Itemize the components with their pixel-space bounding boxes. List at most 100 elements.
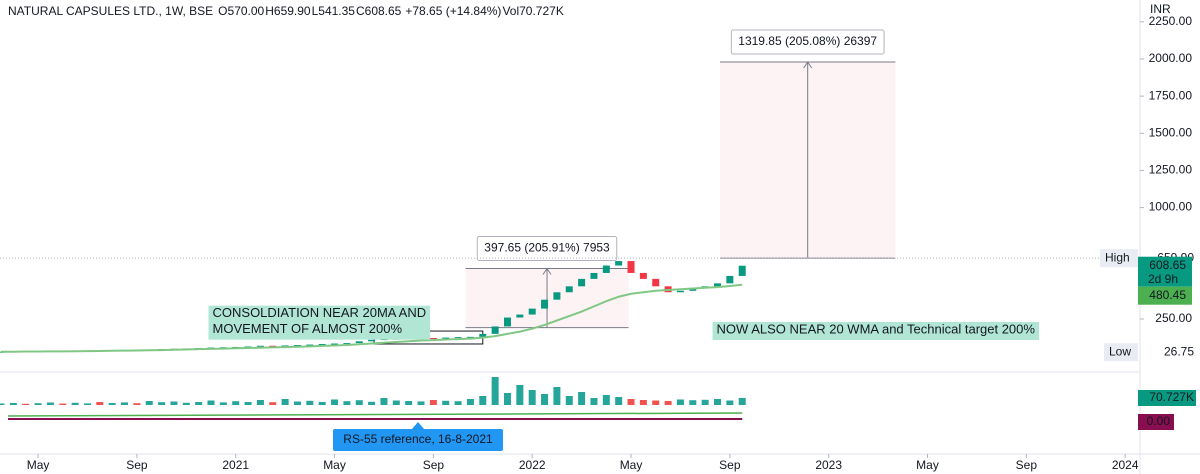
candle: [466, 336, 474, 338]
low-label: Low: [1109, 344, 1131, 358]
volume-bar: [405, 401, 413, 405]
volume-bar: [429, 400, 437, 405]
volume-bar: [639, 400, 647, 405]
volume-bar: [331, 399, 339, 405]
volume-bar: [392, 400, 400, 405]
volume-bar: [701, 399, 709, 405]
price-tag-bg: [1138, 256, 1192, 287]
y-tick-label: 2250.00: [1149, 14, 1193, 28]
x-tick-label: May: [27, 458, 50, 472]
volume-bar: [676, 399, 684, 405]
volume-bar: [491, 377, 499, 405]
annotation-text: MOVEMENT OF ALMOST 200%: [213, 321, 403, 336]
y-tick-label: 250.00: [1155, 311, 1192, 325]
countdown: 2d 9h: [1148, 272, 1178, 286]
volume-bar: [503, 393, 511, 405]
volume-bar: [0, 403, 5, 405]
measure-label: 397.65 (205.91%) 7953: [484, 241, 610, 255]
volume-bar: [83, 403, 91, 405]
ma-tag-bg: [1138, 286, 1192, 305]
candle: [343, 343, 351, 345]
y-tick-label: 1500.00: [1149, 125, 1193, 139]
volume-bar: [541, 394, 549, 405]
volume-bar: [182, 402, 190, 405]
y-tick-label: 1750.00: [1149, 88, 1193, 102]
volume-bar: [714, 399, 722, 405]
volume-bar: [108, 403, 116, 405]
candle: [479, 333, 487, 337]
vol-tag: 70.727K: [1149, 390, 1194, 404]
volume-bar: [9, 403, 17, 405]
candle: [454, 337, 462, 339]
y-tick-label: 2000.00: [1149, 51, 1193, 65]
low-label-bg: [1104, 343, 1138, 362]
volume-bar: [121, 402, 129, 405]
high-label-bg: [1100, 249, 1138, 268]
candle: [590, 272, 598, 279]
ma-tag: 480.45: [1149, 288, 1186, 302]
candle: [726, 275, 734, 284]
volume-bar: [355, 400, 363, 405]
volume-bar: [207, 400, 215, 405]
rs-flag: [333, 429, 503, 451]
candle: [368, 339, 376, 342]
volume-bar: [553, 387, 561, 405]
x-tick-label: Sep: [719, 458, 741, 472]
candle: [738, 265, 746, 276]
rs-tag: 0.00: [1147, 414, 1171, 428]
candle: [269, 345, 277, 347]
volume-bar: [516, 385, 524, 405]
volume-bar: [219, 402, 227, 405]
candle: [652, 278, 660, 287]
candle: [528, 308, 536, 315]
ohlc-value: 608.65: [365, 4, 402, 18]
candle: [565, 286, 573, 293]
ohlc-label: H: [265, 4, 274, 18]
volume-bar: [96, 402, 104, 405]
volume-bar: [590, 398, 598, 405]
rs-flag-pointer: [412, 422, 424, 429]
measure-label-box: [730, 29, 885, 55]
candle: [615, 261, 623, 266]
vol-label: Vol: [502, 4, 519, 18]
volume-bar: [343, 401, 351, 405]
candle: [541, 299, 549, 309]
candle: [627, 261, 635, 273]
x-tick-label: May: [323, 458, 346, 472]
volume-bar: [256, 400, 264, 405]
x-tick-label: 2022: [519, 458, 546, 472]
high-label: High: [1105, 250, 1130, 264]
x-tick-label: 2023: [815, 458, 842, 472]
volume-bar: [46, 402, 54, 405]
candle: [318, 343, 326, 345]
volume-bar: [306, 400, 314, 405]
x-tick-label: Sep: [126, 458, 148, 472]
price-tag: 608.65: [1149, 258, 1186, 272]
volume-bar: [417, 401, 425, 405]
vol-value: 70.727K: [519, 4, 564, 18]
volume-bar: [578, 392, 586, 405]
y-tick-label: 1250.00: [1149, 163, 1193, 177]
volume-bar: [71, 402, 79, 405]
rs-label: RS-55 reference, 16-8-2021: [343, 432, 493, 446]
candle: [516, 314, 524, 318]
ohlc-value: 570.00: [228, 4, 265, 18]
candle: [639, 272, 647, 279]
ohlc-label: C: [356, 4, 365, 18]
change: +78.65 (+14.84%): [405, 4, 501, 18]
volume-bar: [158, 402, 166, 405]
candle: [553, 292, 561, 300]
ohlc-value: 659.90: [274, 4, 311, 18]
measure-label-box: [476, 235, 618, 261]
x-tick-label: 2024: [1112, 458, 1139, 472]
symbol-title: NATURAL CAPSULES LTD., 1W, BSE: [8, 4, 213, 18]
annotation: NOW ALSO NEAR 20 WMA and Technical targe…: [712, 321, 1039, 340]
volume-bar: [442, 400, 450, 405]
annotation-box: [208, 305, 431, 340]
candle: [331, 343, 339, 345]
volume-bar: [368, 401, 376, 405]
arrow-head: [542, 267, 552, 275]
candle: [355, 341, 363, 344]
